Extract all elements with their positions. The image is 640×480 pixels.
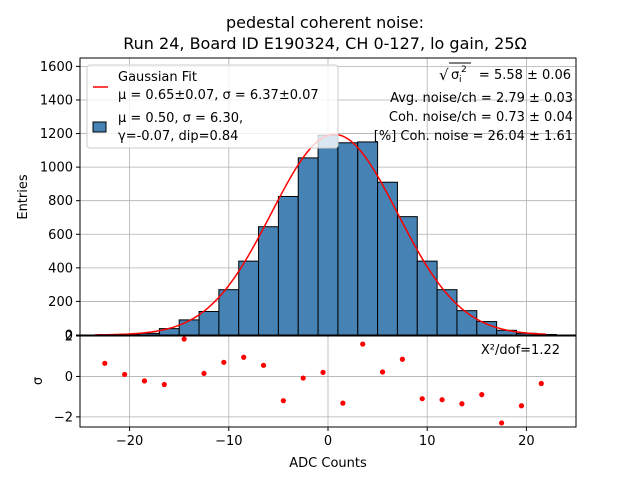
residual-point [360,341,366,347]
x-tick-label: −20 [116,434,143,449]
histogram-bar [317,134,339,336]
histogram-frame [79,57,577,336]
residual-point [280,398,286,404]
chart-title-line-2: Run 24, Board ID E190324, CH 0-127, lo g… [123,34,526,53]
residual-point [260,362,267,368]
sqrt-sigma-value: = 5.58 ± 0.06 [479,68,571,83]
histogram-bar [198,310,220,336]
residual-point [300,375,306,381]
residual-point [459,401,465,407]
sqrt-sigma-symbol: √ σ i 2 [439,62,471,85]
sigma-symbol: σ [451,68,459,83]
histogram-y-axis-label: Entries [16,174,31,220]
residual-y-tick-label: −2 [54,410,73,425]
residual-point [439,397,445,403]
residual-points [102,336,544,426]
histogram-bar [218,289,240,336]
residual-point [538,380,544,387]
legend-fit-label: Gaussian Fit [118,70,197,85]
histogram-bar [178,319,200,336]
residual-point [141,378,148,384]
histogram-bar [456,310,478,336]
coh-noise-text: Coh. noise/ch = 0.73 ± 0.04 [389,110,573,125]
residual-point [241,354,247,360]
sqrt-sign: √ [439,66,449,84]
histogram-bar [396,216,418,336]
residual-point [221,359,227,365]
residual-point [518,403,525,409]
x-tick-label: 20 [518,434,535,449]
y-tick-label: 1200 [40,127,73,142]
residual-y-tick-label: 0 [65,370,73,385]
legend-hist-stats-2: γ=-0.07, dip=0.84 [118,129,238,144]
residual-y-tick-label: 2 [65,330,73,345]
histogram-bar [277,196,299,336]
residual-point [479,392,485,398]
x-tick-label: 0 [324,434,332,449]
histogram-y-ticks: 0 200 400 600 800 1000 1200 1400 1600 [40,60,80,344]
y-tick-label: 1400 [40,93,73,108]
residual-point [102,360,108,366]
histogram-bar [416,260,438,336]
legend-hist-stats-1: μ = 0.50, σ = 6.30, [118,111,243,126]
histogram-bar [297,157,319,336]
residual-y-axis-label: σ [31,377,46,385]
y-tick-label: 800 [48,194,73,209]
histogram-bar [238,260,260,336]
y-tick-label: 400 [48,261,73,276]
avg-noise-text: Avg. noise/ch = 2.79 ± 0.03 [390,91,573,106]
residual-point [379,369,386,375]
residual-point [181,336,187,342]
histogram-bar [337,142,359,336]
histogram-bar [377,181,398,336]
residual-point [201,370,207,377]
legend-fit-params: μ = 0.65±0.07, σ = 6.37±0.07 [118,88,319,103]
y-tick-label: 200 [48,295,73,310]
sigma-superscript: 2 [461,65,467,75]
y-tick-label: 1600 [40,60,73,75]
histogram-bar [436,289,458,336]
x-tick-label: −10 [215,434,242,449]
residual-ticks: −202−20 −10 0 10 20 [54,330,535,450]
y-tick-label: 600 [48,228,73,243]
residual-point [320,369,326,375]
histogram-bars [99,134,557,336]
legend: Gaussian Fit μ = 0.65±0.07, σ = 6.37±0.0… [86,64,339,149]
residual-point [499,420,505,426]
legend-hist-swatch [92,121,107,133]
noise-annotations: √ σ i 2 = 5.58 ± 0.06 Avg. noise/ch = 2.… [374,62,573,144]
residual-point [161,381,167,388]
coh-noise-percent-text: [%] Coh. noise = 26.04 ± 1.61 [374,129,573,144]
residual-point [399,356,405,362]
residual-point [419,396,425,402]
sigma-subscript: i [459,75,462,85]
y-tick-label: 1000 [40,161,73,176]
residual-point [340,400,346,406]
residual-point [122,371,128,378]
x-axis-label: ADC Counts [289,456,367,471]
x-tick-label: 10 [419,434,436,449]
chart-title-line-1: pedestal coherent noise: [226,13,424,32]
y-tick-label: 0 [65,329,73,344]
chi2-annotation: X²/dof=1.22 [481,343,560,358]
legend-box [86,64,339,149]
histogram-bar [258,226,279,336]
